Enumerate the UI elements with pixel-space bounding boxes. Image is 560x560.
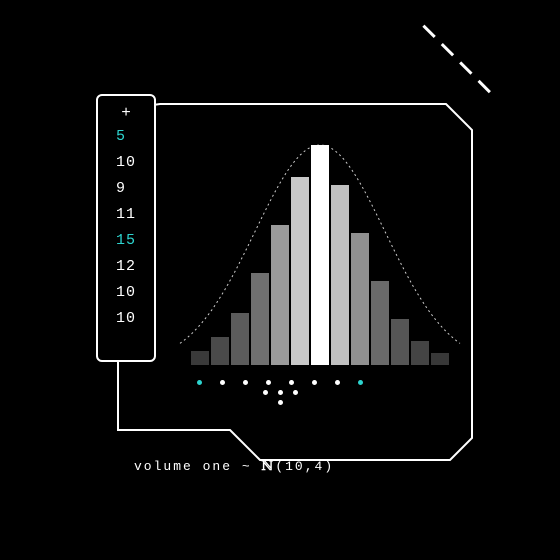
- indicator-dot: [293, 390, 298, 395]
- histogram-bars: [170, 105, 470, 365]
- indicator-dot: [197, 380, 202, 385]
- indicator-dot: [358, 380, 363, 385]
- sidebar-value: 9: [116, 176, 136, 202]
- histogram-bar: [271, 225, 289, 365]
- indicator-dot: [243, 380, 248, 385]
- indicator-dot: [263, 390, 268, 395]
- histogram-bar: [211, 337, 229, 365]
- caption-text: volume one ~ ℕ(10,4): [134, 458, 334, 474]
- distribution-chart: [170, 105, 470, 365]
- indicator-dot: [278, 400, 283, 405]
- histogram-bar: [331, 185, 349, 365]
- indicator-dot: [312, 380, 317, 385]
- value-sidebar: + 51091115121010: [96, 94, 156, 362]
- histogram-bar: [311, 145, 329, 365]
- histogram-bar: [351, 233, 369, 365]
- sidebar-value: 15: [116, 228, 136, 254]
- histogram-bar: [391, 319, 409, 365]
- histogram-bar: [251, 273, 269, 365]
- indicator-dot: [335, 380, 340, 385]
- histogram-bar: [231, 313, 249, 365]
- sidebar-value: 5: [116, 124, 136, 150]
- indicator-dot: [220, 380, 225, 385]
- sidebar-value: 10: [116, 306, 136, 332]
- plus-icon: +: [121, 102, 131, 124]
- histogram-bar: [431, 353, 449, 365]
- sidebar-value: 10: [116, 280, 136, 306]
- histogram-bar: [291, 177, 309, 365]
- histogram-bar: [411, 341, 429, 365]
- histogram-bar: [191, 351, 209, 365]
- dot-indicator: [0, 372, 560, 402]
- sidebar-value: 12: [116, 254, 136, 280]
- histogram-bar: [371, 281, 389, 365]
- sidebar-value: 11: [116, 202, 136, 228]
- sidebar-value: 10: [116, 150, 136, 176]
